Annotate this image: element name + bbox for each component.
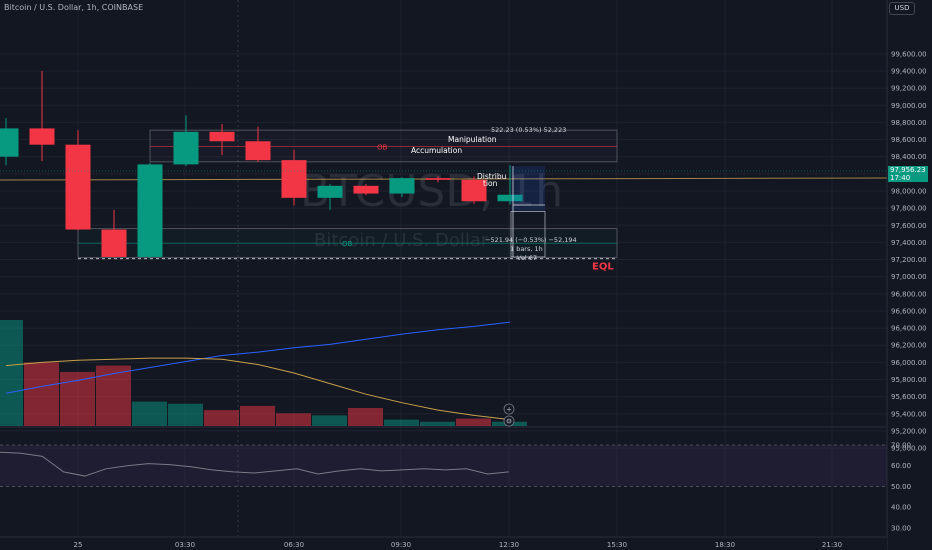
price-tick-label: 98,400.00 <box>891 153 927 161</box>
time-axis <box>0 537 887 550</box>
price-tick-label: 99,000.00 <box>891 102 927 110</box>
candle-body <box>461 179 487 202</box>
rsi-line <box>0 451 509 477</box>
measure-vol-label: Vol 67 <box>517 254 537 262</box>
rsi-tick-label: 50.00 <box>891 483 911 491</box>
time-tick-label: 06:30 <box>284 541 304 549</box>
volume-bar <box>0 320 23 426</box>
ma-volume-line <box>5 357 511 421</box>
time-tick-label: 18:30 <box>715 541 735 549</box>
price-tick-label: 95,200.00 <box>891 427 927 435</box>
price-tick-label: 95,000.00 <box>891 445 927 453</box>
ob-lower-label: OB <box>342 240 353 248</box>
measure-box-up <box>511 166 545 212</box>
time-tick-label: 15:30 <box>607 541 627 549</box>
price-tick-label: 97,400.00 <box>891 239 927 247</box>
manipulation-label: Manipulation <box>448 135 497 144</box>
rsi-tick-label: 30.00 <box>891 524 911 532</box>
price-tick-label: 97,600.00 <box>891 222 927 230</box>
time-tick-label: 03:30 <box>175 541 195 549</box>
watermark-name: Bitcoin / U.S. Dollar <box>314 230 489 251</box>
price-tick-label: 99,600.00 <box>891 50 927 58</box>
volume-bar <box>240 405 275 426</box>
distribution-label-2: tion <box>483 179 498 188</box>
price-tick-label: 96,800.00 <box>891 290 927 298</box>
price-tick-label: 95,600.00 <box>891 393 927 401</box>
volume-bar <box>420 421 455 426</box>
price-tick-label: 96,000.00 <box>891 359 927 367</box>
price-tick-label: 99,400.00 <box>891 67 927 75</box>
time-tick-label: 25 <box>74 541 83 549</box>
volume-bar <box>168 403 203 426</box>
price-tick-label: 95,800.00 <box>891 376 927 384</box>
ob-upper-label: OB <box>377 143 388 151</box>
volume-settings-icon[interactable] <box>503 415 515 427</box>
price-tick-label: 97,800.00 <box>891 205 927 213</box>
candle-body <box>101 229 127 257</box>
eql-label: EQL <box>592 262 614 273</box>
measure-bars-label: 1 bars, 1h <box>510 245 543 253</box>
volume-settings-glyph: ⚙ <box>506 418 512 426</box>
volume-bar <box>456 418 491 426</box>
candle-body <box>353 185 379 194</box>
measure-down-label: −521.94 (−0.53%) −52,194 <box>485 236 577 244</box>
volume-bar <box>312 415 347 426</box>
price-tick-label: 98,800.00 <box>891 119 927 127</box>
time-tick-label: 09:30 <box>391 541 411 549</box>
price-tick-label: 96,200.00 <box>891 342 927 350</box>
candle-body <box>137 164 163 257</box>
volume-add-glyph: + <box>506 406 512 414</box>
volume-bar <box>96 365 131 426</box>
volume-bar <box>276 413 311 426</box>
candle-body <box>389 178 415 194</box>
last-price-tag: 97,956.23 17:40 <box>888 166 928 182</box>
volume-bar <box>132 401 167 426</box>
price-tick-label: 98,600.00 <box>891 136 927 144</box>
ma-long-line <box>5 321 511 394</box>
last-price-value: 97,956.23 <box>890 166 926 174</box>
candle-body <box>65 144 91 230</box>
currency-button[interactable]: USD <box>889 2 915 15</box>
price-axis <box>887 0 932 550</box>
bar-countdown: 17:40 <box>890 174 911 182</box>
candle-body <box>29 128 55 145</box>
volume-bar <box>348 407 383 426</box>
price-tick-label: 97,200.00 <box>891 256 927 264</box>
candle-body <box>317 185 343 198</box>
distribution-label-1: Distribu <box>477 172 507 181</box>
volume-bar <box>384 419 419 426</box>
symbol-header: Bitcoin / U.S. Dollar, 1h, COINBASE <box>4 3 144 12</box>
candle-body <box>0 128 19 157</box>
price-tick-label: 99,200.00 <box>891 85 927 93</box>
price-tick-label: 96,400.00 <box>891 325 927 333</box>
rsi-tick-label: 60.00 <box>891 462 911 470</box>
measure-box-down <box>510 211 546 258</box>
price-tick-label: 98,000.00 <box>891 187 927 195</box>
time-tick-label: 12:30 <box>499 541 519 549</box>
candle-body <box>497 194 523 202</box>
candle-body <box>209 131 235 142</box>
time-tick-label: 21:30 <box>822 541 842 549</box>
candle-body <box>281 160 307 198</box>
volume-bar <box>24 362 59 426</box>
price-tick-label: 95,400.00 <box>891 410 927 418</box>
candle-body <box>425 178 451 180</box>
price-tick-label: 97,000.00 <box>891 273 927 281</box>
watermark-ticker: BTCUSD, 1h <box>300 166 563 217</box>
rsi-band <box>0 445 887 487</box>
rsi-tick-label: 70.00 <box>891 442 911 450</box>
candle-body <box>173 131 199 165</box>
rsi-tick-label: 40.00 <box>891 504 911 512</box>
volume-add-icon[interactable] <box>503 403 515 415</box>
volume-bar <box>204 410 239 426</box>
measure-up-label: 522.23 (0.53%) 52,223 <box>491 126 566 134</box>
accumulation-label: Accumulation <box>411 146 462 155</box>
price-tick-label: 96,600.00 <box>891 307 927 315</box>
candle-body <box>245 141 271 161</box>
